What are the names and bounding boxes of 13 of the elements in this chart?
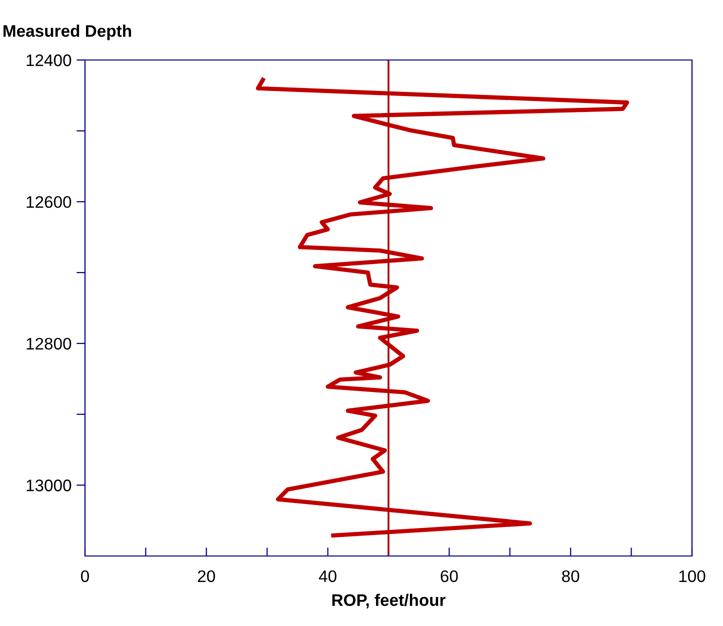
x-tick-label: 0 xyxy=(81,570,89,582)
x-tick-label: 20 xyxy=(198,570,216,582)
y-tick-label: 12600 xyxy=(26,196,72,208)
x-tick-label: 60 xyxy=(440,570,458,582)
x-tick-label: 40 xyxy=(318,570,336,582)
x-tick-label: 100 xyxy=(679,570,706,582)
y-tick-label: 13000 xyxy=(26,480,72,492)
line-series xyxy=(256,78,630,538)
x-axis-title: ROP, feet/hour xyxy=(332,594,446,608)
y-axis-title: Measured Depth xyxy=(4,24,132,40)
y-tick-label: 12800 xyxy=(26,338,72,350)
x-tick-label: 80 xyxy=(562,570,580,582)
y-tick-label: 12400 xyxy=(26,54,72,66)
